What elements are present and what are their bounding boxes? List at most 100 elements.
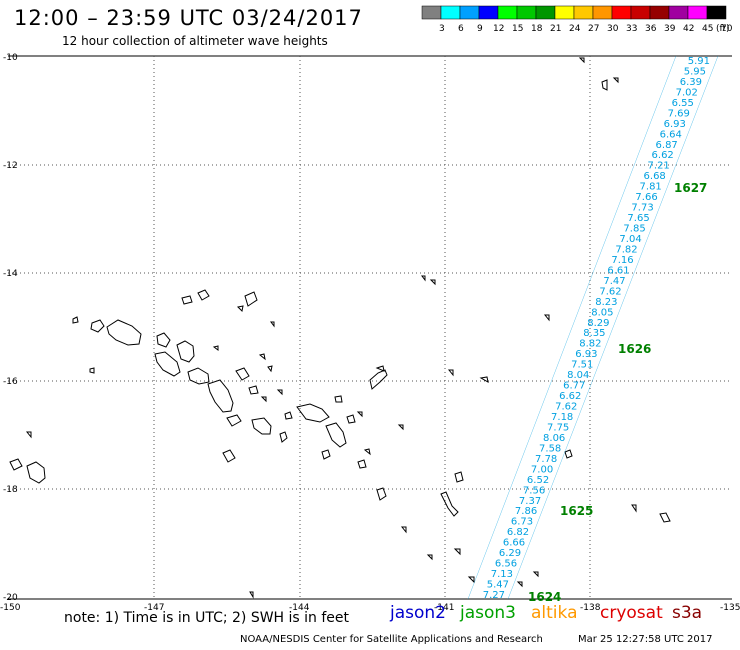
wave-height-value: 5.47 — [487, 580, 509, 591]
wave-height-value: 6.55 — [672, 98, 694, 109]
wave-height-value: 6.93 — [575, 349, 597, 360]
wave-height-value: 7.21 — [648, 161, 670, 172]
wave-height-value: 6.87 — [656, 140, 678, 151]
wave-height-value: 6.56 — [495, 559, 517, 570]
wave-height-value: 7.75 — [547, 423, 569, 434]
wave-height-value: 5.91 — [688, 56, 710, 67]
x-tick-label: -138 — [580, 603, 601, 613]
wave-height-value: 7.18 — [551, 412, 573, 423]
page-subtitle: 12 hour collection of altimeter wave hei… — [62, 34, 328, 48]
colorbar-swatch — [611, 5, 632, 20]
track-line — [507, 55, 719, 600]
footer-note: note: 1) Time is in UTC; 2) SWH is in fe… — [64, 610, 350, 626]
wave-height-value: 6.77 — [563, 381, 585, 392]
colorbar-swatch — [421, 5, 442, 20]
wave-height-value: 8.29 — [587, 318, 609, 329]
x-tick-label: -141 — [434, 603, 454, 613]
wave-height-value: 6.62 — [559, 391, 581, 402]
wave-height-value: 7.27 — [483, 590, 505, 601]
colorbar-label: 15 — [512, 24, 523, 34]
wave-height-value: 6.64 — [660, 129, 682, 140]
satellite-label-cryosat: cryosat — [600, 603, 663, 623]
colorbar-label: 33 — [626, 24, 637, 34]
colorbar-swatch — [573, 5, 594, 20]
colorbar-swatch — [649, 5, 670, 20]
colorbar-label: 6 — [458, 24, 464, 34]
island-outlines — [9, 57, 671, 599]
colorbar-label: 70 — [721, 24, 733, 34]
wave-height-value: 8.23 — [595, 297, 617, 308]
wave-height-value: 7.51 — [571, 360, 593, 371]
colorbar-label: 21 — [550, 24, 561, 34]
colorbar-label: 45 — [702, 24, 713, 34]
track-line — [467, 55, 677, 600]
colorbar-swatch — [535, 5, 556, 20]
colorbar-label: 39 — [664, 24, 676, 34]
y-tick-label: -10 — [3, 53, 18, 63]
colorbar-label: 42 — [683, 24, 694, 34]
colorbar-swatch — [706, 5, 727, 20]
wave-height-value: 7.65 — [627, 213, 649, 224]
track-time-label: 1627 — [674, 181, 707, 195]
wave-height-value: 6.62 — [652, 150, 674, 161]
wave-height-value: 6.66 — [503, 538, 525, 549]
colorbar-swatch — [459, 5, 480, 20]
colorbar-swatch — [630, 5, 651, 20]
satellite-label-jason3: jason3 — [460, 603, 516, 623]
track-time-label: 1626 — [618, 342, 651, 356]
colorbar-swatch — [440, 5, 461, 20]
x-tick-label: -150 — [0, 603, 21, 613]
colorbar-label: 36 — [645, 24, 657, 34]
wave-height-value: 7.86 — [515, 506, 537, 517]
colorbar-label: 12 — [493, 24, 504, 34]
track-time-label: 1624 — [528, 590, 561, 604]
satellite-label-jason2: jason2 — [390, 603, 446, 623]
wave-height-value: 7.13 — [491, 569, 513, 580]
wave-height-value: 7.62 — [555, 402, 577, 413]
wave-height-value: 7.78 — [535, 454, 557, 465]
altimeter-track: 5.915.956.397.026.557.696.936.646.876.62… — [467, 55, 719, 601]
y-tick-label: -18 — [3, 485, 18, 495]
wave-height-value: 7.04 — [619, 234, 641, 245]
colorbar-swatch — [516, 5, 537, 20]
credit-text: NOAA/NESDIS Center for Satellite Applica… — [240, 634, 543, 645]
wave-height-value: 7.69 — [668, 108, 690, 119]
colorbar-swatch — [478, 5, 499, 20]
wave-height-value: 7.02 — [676, 87, 698, 98]
wave-height-value: 6.61 — [607, 265, 629, 276]
colorbar-swatch — [554, 5, 575, 20]
wave-height-value: 6.39 — [680, 77, 702, 88]
colorbar-label: 3 — [439, 24, 445, 34]
wave-height-value: 8.06 — [543, 433, 565, 444]
wave-height-value: 7.56 — [523, 485, 545, 496]
wave-height-value: 7.62 — [599, 286, 621, 297]
colorbar-unit: (ft) — [716, 24, 730, 34]
page-title: 12:00 – 23:59 UTC 03/24/2017 — [14, 6, 363, 30]
wave-height-value: 8.04 — [567, 370, 589, 381]
wave-height-value: 8.82 — [579, 339, 601, 350]
colorbar-swatch — [592, 5, 613, 20]
wave-height-value: 7.85 — [623, 224, 645, 235]
wave-height-value: 7.66 — [635, 192, 657, 203]
wave-height-value: 6.52 — [527, 475, 549, 486]
wave-height-value: 6.68 — [644, 171, 666, 182]
wave-height-value: 8.35 — [583, 328, 605, 339]
wave-height-value: 6.73 — [511, 517, 533, 528]
track-time-labels: 1627 1626 1625 1624 — [528, 181, 707, 604]
y-tick-label: -12 — [3, 161, 18, 171]
color-legend: 3 6 9 12 15 18 21 24 27 30 33 36 39 42 45 70(ft) — [421, 5, 733, 34]
lat-lon-grid — [8, 56, 732, 599]
x-tick-label: -135 — [720, 603, 740, 613]
timestamp-text: Mar 25 12:27:58 UTC 2017 — [578, 634, 713, 645]
wave-height-value: 8.05 — [591, 307, 613, 318]
y-tick-label: -16 — [3, 377, 18, 387]
track-time-label: 1625 — [560, 504, 593, 518]
wave-height-value: 5.95 — [684, 67, 706, 78]
colorbar-label: 30 — [607, 24, 619, 34]
colorbar-swatch — [497, 5, 518, 20]
wave-height-value: 7.58 — [539, 443, 561, 454]
wave-height-value: 6.82 — [507, 527, 529, 538]
x-tick-label: -144 — [289, 603, 310, 613]
wave-height-value: 6.29 — [499, 548, 521, 559]
